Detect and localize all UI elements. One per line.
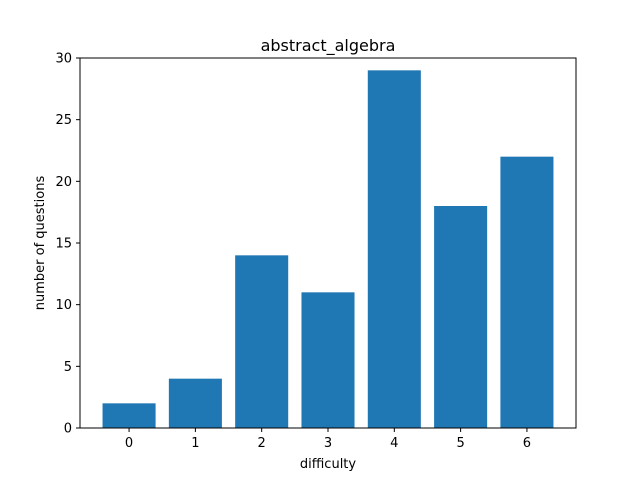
y-tick-label-10: 10 — [55, 298, 72, 313]
x-tick-label-5: 5 — [456, 436, 464, 451]
x-tick-label-3: 3 — [324, 436, 332, 451]
bar-1 — [168, 378, 222, 428]
y-tick-label-25: 25 — [55, 113, 72, 128]
bar-6 — [500, 156, 554, 428]
x-axis-ticks: 0 1 2 3 4 5 6 — [125, 428, 531, 451]
x-tick-label-2: 2 — [258, 436, 266, 451]
x-axis-title: difficulty — [300, 457, 357, 472]
y-tick-label-0: 0 — [64, 422, 72, 437]
x-tick-label-6: 6 — [523, 436, 531, 451]
y-axis-title: number of questions — [33, 176, 48, 311]
bar-3 — [301, 292, 355, 428]
y-tick-label-20: 20 — [55, 175, 72, 190]
bar-2 — [235, 255, 289, 428]
bar-0 — [102, 403, 156, 428]
chart-title: abstract_algebra — [261, 36, 396, 56]
y-tick-label-15: 15 — [55, 237, 72, 252]
x-tick-label-1: 1 — [191, 436, 199, 451]
y-axis-ticks: 0 5 10 15 20 25 30 — [55, 52, 80, 437]
x-tick-label-4: 4 — [390, 436, 398, 451]
bar-5 — [434, 206, 488, 428]
plot-frame — [79, 57, 577, 429]
y-tick-label-5: 5 — [64, 360, 72, 375]
bar-4 — [367, 70, 421, 428]
y-tick-label-30: 30 — [55, 52, 72, 67]
x-tick-label-0: 0 — [125, 436, 133, 451]
bars-layer — [102, 70, 554, 428]
